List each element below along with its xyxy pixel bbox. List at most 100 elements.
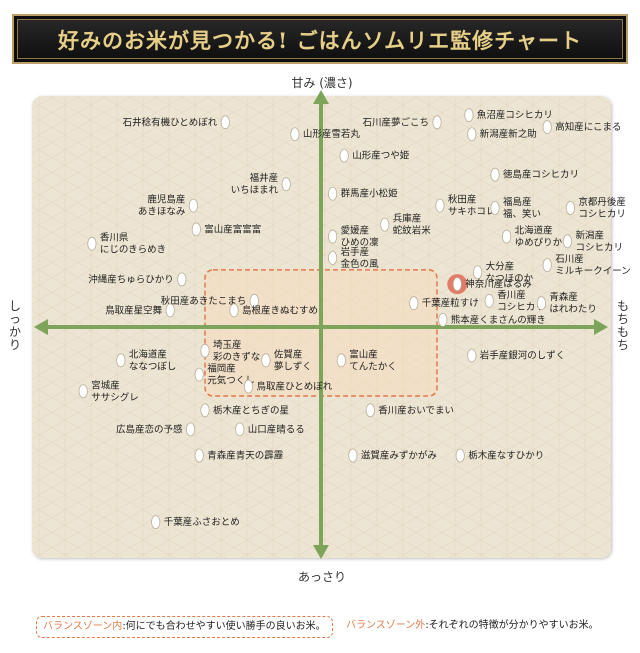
rice-point: 千葉産ふさおとめ (151, 515, 240, 530)
rice-point: 青森産青天の霹靂 (194, 448, 283, 463)
rice-grain-icon (455, 448, 465, 463)
point-label: 群馬産小松姫 (341, 188, 399, 200)
rice-grain-icon (243, 379, 254, 394)
legend-outside: バランスゾーン外:それぞれの特徴が分かりやすいお米。 (346, 616, 599, 636)
rice-grain-icon (542, 258, 552, 273)
arrow-up-icon (313, 90, 329, 104)
point-label: 鳥取産星空舞 (105, 304, 163, 316)
rice-grain-icon (409, 296, 419, 311)
legend-outside-text: :それぞれの特徴が分かりやすいお米。 (425, 620, 599, 631)
rice-point: 千葉産粒すけ (409, 296, 479, 311)
point-label: 石川産ミルキークイーン (555, 253, 631, 277)
point-label: 福岡産元気つくし (207, 363, 255, 387)
rice-point: 山形産つや姫 (339, 148, 410, 163)
rice-point: 沖縄産ちゅらひかり (88, 272, 187, 287)
point-label: 秋田産サキホコレ (448, 194, 496, 218)
rice-grain-icon (336, 353, 346, 368)
rice-grain-icon (194, 448, 204, 463)
rice-point: 群馬産小松姫 (327, 186, 399, 201)
rice-grain-icon (200, 343, 210, 358)
rice-grain-icon (501, 229, 512, 244)
point-label: 熊本産くまさんの輝き (451, 314, 546, 326)
rice-point: 愛媛産ひめの凜 (327, 225, 379, 249)
rice-grain-icon (484, 293, 494, 308)
legend-inside-key: バランスゾーン内 (43, 621, 123, 632)
point-label: 山形産つや姫 (352, 150, 410, 162)
rice-grain-icon (562, 234, 573, 249)
rice-point: 広島産恋の予感 (116, 422, 196, 437)
rice-grain-icon (281, 177, 291, 192)
rice-point: 栃木産とちぎの星 (200, 403, 289, 418)
axis-label-top: 甘み (濃さ) (291, 76, 353, 90)
rice-point: 鳥取産星空舞 (105, 303, 175, 318)
legend-inside-text: :何にでも合わせやすい使い勝手の良いお米。 (122, 621, 326, 632)
arrow-down-icon (313, 545, 329, 559)
rice-point: 滋賀産みずかがみ (348, 448, 437, 463)
rice-point: 新潟産新之助 (467, 127, 537, 142)
rice-grain-icon (452, 277, 462, 292)
rice-point: 富山産てんたかく (336, 348, 397, 372)
rice-grain-icon (220, 115, 230, 130)
rice-grain-icon (151, 515, 161, 530)
rice-grain-icon (438, 312, 448, 327)
rice-point: 山形産雪若丸 (290, 127, 361, 142)
rice-point: 福井産いちほまれ (231, 172, 291, 196)
rice-point: 北海道産ななつぼし (116, 348, 176, 372)
rice-grain-icon (235, 422, 245, 437)
rice-point: 京都丹後産コシヒカリ (565, 196, 626, 220)
rice-point: 福島産福、笑い (490, 196, 541, 220)
point-label: 岩手産銀河のしずく (480, 350, 565, 362)
rice-grain-icon (365, 403, 375, 418)
point-label: 山形産雪若丸 (303, 128, 361, 140)
point-label: 福井産いちほまれ (231, 172, 279, 196)
rice-grain-icon (490, 201, 500, 215)
rice-point: 魚沼産コシヒカリ (464, 108, 553, 123)
point-label: 高知産にこまる (555, 121, 621, 133)
point-label: 鹿児島産あきほなみ (138, 194, 186, 218)
axis-label-bottom: あっさり (297, 570, 347, 584)
point-label: 滋賀産みずかがみ (361, 450, 437, 462)
page-title: 好みのお米が見つかる! ごはんソムリエ監修チャート (58, 28, 582, 53)
point-label: 魚沼産コシヒカリ (477, 109, 553, 121)
rice-point: 岩手産金色の風 (327, 246, 380, 270)
point-label: 大分産なつほのか (486, 260, 534, 284)
rice-grain-icon (464, 108, 474, 123)
point-label: 宮城産ササシグレ (91, 379, 139, 403)
axis-label-right: もちもち (616, 299, 629, 352)
rice-point: 富山産富富富 (191, 222, 261, 237)
rice-point: 石井稔有機ひとめぼれ (123, 115, 230, 130)
rice-grain-icon (261, 353, 271, 368)
rice-point: 香川産コシヒカリ (484, 289, 545, 313)
rice-point: 青森産はれわたり (536, 291, 597, 315)
rice-grain-icon (542, 120, 552, 134)
rice-grain-icon (200, 403, 210, 418)
rice-grain-icon (116, 353, 126, 368)
rice-point: 秋田産サキホコレ (435, 194, 496, 218)
rice-grain-icon (536, 296, 547, 311)
rice-point: 福岡産元気つくし (194, 363, 255, 387)
rice-grain-icon (78, 384, 88, 399)
rice-grain-icon (565, 201, 576, 215)
rice-point: 鹿児島産あきほなみ (138, 194, 198, 218)
point-label: 石川産夢ごこち (362, 116, 429, 128)
rice-point: 埼玉産彩のきずな (200, 339, 260, 363)
point-label: 香川産おいでまい (378, 404, 454, 416)
rice-grain-icon (249, 293, 259, 308)
rice-grain-icon (490, 167, 500, 182)
point-label: 青森産青天の霹靂 (207, 450, 283, 462)
rice-point: 石川産ミルキークイーン (542, 253, 631, 277)
rice-point: 鳥取産ひとめぼれ (243, 379, 333, 394)
point-label: 沖縄産ちゅらひかり (88, 273, 174, 285)
rice-grain-icon (348, 448, 358, 463)
point-label: 石井稔有機ひとめぼれ (123, 116, 218, 128)
rice-grain-icon (87, 236, 97, 251)
point-label: 千葉産粒すけ (422, 297, 479, 309)
point-label: 新潟産新之助 (480, 128, 537, 140)
rice-grain-icon (467, 348, 477, 363)
rice-grain-icon (185, 422, 196, 437)
point-label: 山口産晴るる (248, 423, 305, 435)
point-label: 岩手産金色の風 (341, 246, 380, 270)
rice-point: 高知産にこまる (542, 120, 622, 134)
point-label: 千葉産ふさおとめ (164, 516, 240, 528)
